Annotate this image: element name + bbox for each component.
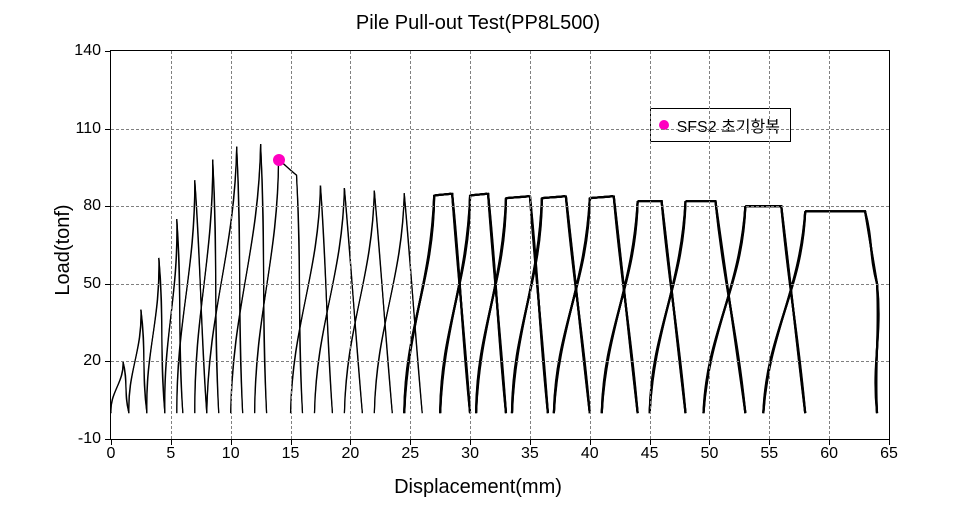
chart-title: Pile Pull-out Test(PP8L500) bbox=[0, 12, 956, 35]
gridline-v bbox=[231, 51, 232, 439]
series-unloading-path bbox=[686, 201, 746, 413]
y-tick-label: 20 bbox=[61, 352, 101, 370]
tick-mark-y bbox=[105, 361, 111, 362]
x-tick-label: 35 bbox=[521, 445, 539, 463]
tick-mark-y bbox=[105, 439, 111, 440]
series-unloading-path bbox=[614, 196, 638, 413]
series-loading-path bbox=[111, 361, 123, 413]
x-tick-label: 60 bbox=[820, 445, 838, 463]
plot-area: SFS2 초기항복 05101520253035404550556065-102… bbox=[110, 50, 890, 440]
series-loading-path bbox=[440, 193, 488, 413]
y-tick-label: -10 bbox=[61, 430, 101, 448]
series-unloading-path bbox=[638, 201, 686, 413]
gridline-v bbox=[650, 51, 651, 439]
gridline-v bbox=[590, 51, 591, 439]
gridline-h bbox=[111, 206, 889, 207]
series-loading-path bbox=[404, 193, 452, 413]
series-unloading-path bbox=[805, 211, 878, 413]
tick-mark-y bbox=[105, 51, 111, 52]
series-loading-path bbox=[404, 193, 452, 413]
gridline-v bbox=[829, 51, 830, 439]
x-tick-label: 5 bbox=[166, 445, 175, 463]
x-tick-label: 45 bbox=[641, 445, 659, 463]
series-loading-path bbox=[440, 193, 488, 413]
x-tick-label: 20 bbox=[341, 445, 359, 463]
x-tick-label: 65 bbox=[880, 445, 898, 463]
series-loading-path bbox=[404, 193, 452, 413]
series-loading-path bbox=[602, 201, 638, 413]
series-loading-path bbox=[404, 193, 452, 413]
tick-mark-y bbox=[105, 129, 111, 130]
gridline-v bbox=[291, 51, 292, 439]
y-tick-label: 50 bbox=[61, 275, 101, 293]
chart-container: Pile Pull-out Test(PP8L500) Load(tonf) D… bbox=[0, 0, 956, 511]
series-unloading-path bbox=[745, 206, 805, 413]
gridline-v bbox=[171, 51, 172, 439]
series-unloading-path bbox=[686, 201, 746, 413]
series-loading-path bbox=[440, 193, 488, 413]
gridline-v bbox=[709, 51, 710, 439]
series-unloading-path bbox=[745, 206, 805, 413]
tick-mark-y bbox=[105, 206, 111, 207]
x-tick-label: 10 bbox=[222, 445, 240, 463]
x-tick-label: 0 bbox=[107, 445, 116, 463]
series-loading-path bbox=[440, 193, 488, 413]
gridline-h bbox=[111, 361, 889, 362]
series-unloading-path bbox=[745, 206, 805, 413]
series-unloading-path bbox=[195, 180, 207, 413]
series-unloading-path bbox=[686, 201, 746, 413]
series-unloading-path bbox=[638, 201, 686, 413]
series-loading-path bbox=[650, 201, 686, 413]
gridline-h bbox=[111, 284, 889, 285]
gridline-v bbox=[350, 51, 351, 439]
series-unloading-path bbox=[745, 206, 805, 413]
series-loading-path bbox=[147, 258, 159, 413]
x-tick-label: 40 bbox=[581, 445, 599, 463]
gridline-v bbox=[470, 51, 471, 439]
x-axis-label: Displacement(mm) bbox=[0, 476, 956, 499]
x-tick-label: 15 bbox=[282, 445, 300, 463]
series-unloading-path bbox=[805, 211, 878, 413]
series-unloading-path bbox=[320, 186, 332, 414]
legend-label: SFS2 초기항복 bbox=[677, 113, 780, 137]
gridline-h bbox=[111, 129, 889, 130]
tick-mark-y bbox=[105, 284, 111, 285]
x-tick-label: 30 bbox=[461, 445, 479, 463]
x-tick-label: 55 bbox=[760, 445, 778, 463]
gridline-v bbox=[530, 51, 531, 439]
x-tick-label: 50 bbox=[701, 445, 719, 463]
y-tick-label: 80 bbox=[61, 197, 101, 215]
gridline-v bbox=[410, 51, 411, 439]
series-unloading-path bbox=[805, 211, 878, 413]
y-tick-label: 140 bbox=[61, 42, 101, 60]
y-tick-label: 110 bbox=[61, 120, 101, 138]
highlight-point-marker bbox=[273, 154, 285, 166]
x-tick-label: 25 bbox=[401, 445, 419, 463]
series-unloading-path bbox=[638, 201, 686, 413]
series-unloading-path bbox=[638, 201, 686, 413]
series-unloading-path bbox=[805, 211, 878, 413]
series-unloading-path bbox=[686, 201, 746, 413]
gridline-v bbox=[769, 51, 770, 439]
